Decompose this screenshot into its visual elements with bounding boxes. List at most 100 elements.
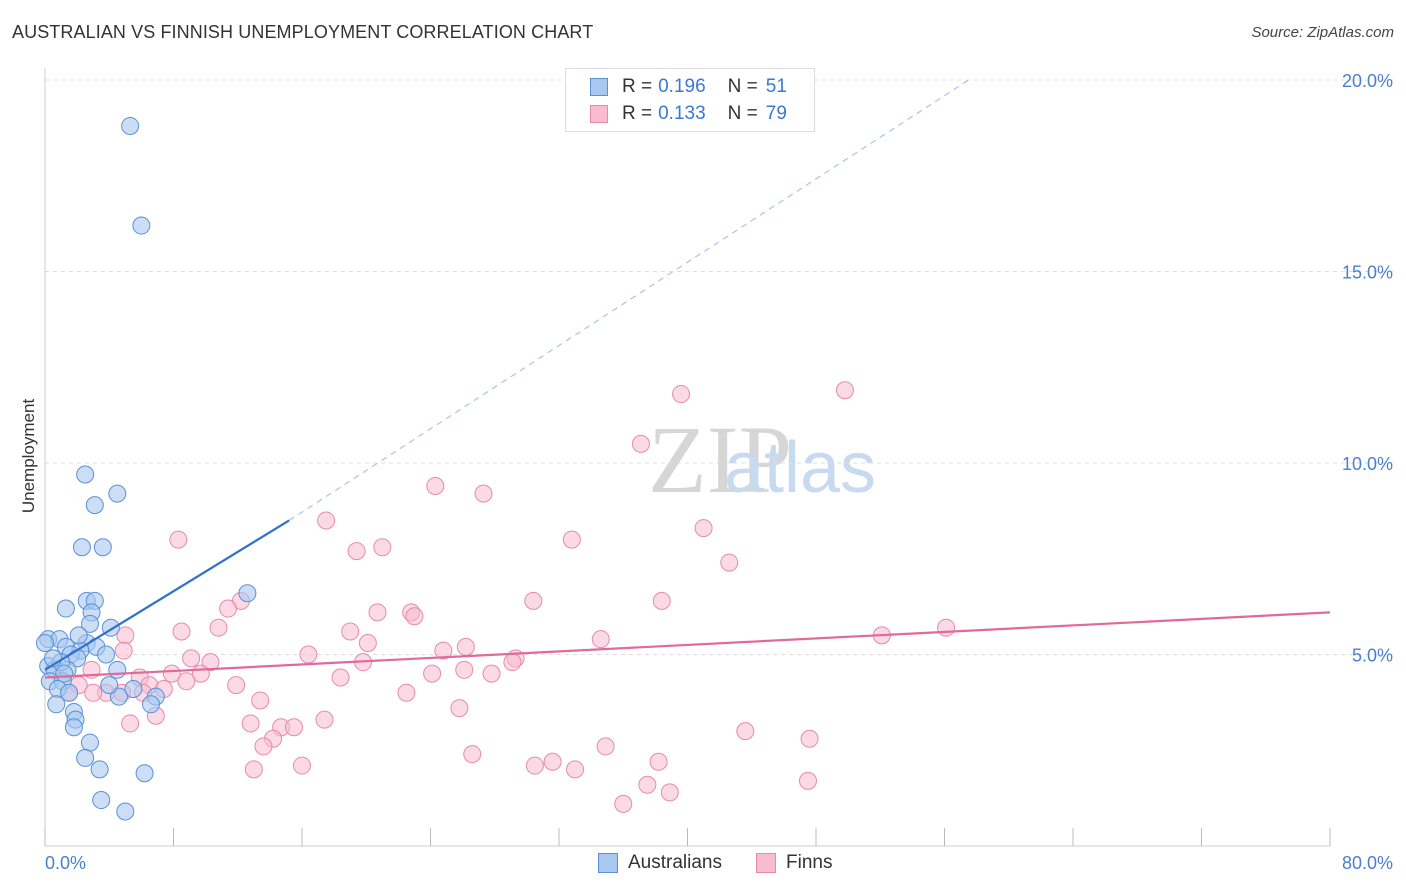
- x-tick-label-max: 80.0%: [1342, 853, 1393, 873]
- australians-trend-line: [44, 519, 290, 671]
- finns-swatch: [590, 105, 608, 123]
- australians-point: [121, 116, 140, 135]
- australians-point: [72, 538, 91, 557]
- australians-point: [97, 645, 116, 664]
- finns-point: [800, 729, 819, 748]
- finns-point: [798, 771, 817, 790]
- finns-point: [660, 783, 679, 802]
- finns-legend-swatch: [756, 853, 776, 873]
- trend-lines: [44, 79, 1331, 679]
- australians-point: [142, 695, 161, 714]
- legend-n-value: 79: [765, 103, 787, 124]
- finns-point: [182, 649, 201, 668]
- australians-point: [108, 484, 127, 503]
- australians-point: [92, 791, 111, 810]
- finns-legend-label: Finns: [786, 852, 833, 873]
- legend-n-value: 51: [765, 76, 787, 97]
- finns-point: [209, 618, 228, 637]
- finns-point: [121, 714, 140, 733]
- finns-point: [720, 553, 739, 572]
- finns-trend-line: [44, 611, 1331, 679]
- gridlines: [45, 79, 1395, 655]
- finns-point: [347, 542, 366, 561]
- finns-point: [596, 737, 615, 756]
- legend-row-finns: R = 0.133 N = 79: [590, 102, 787, 126]
- australians-legend-label: Australians: [628, 852, 722, 873]
- finns-point: [631, 434, 650, 453]
- legend-item-australians: Australians: [598, 852, 722, 874]
- finns-point: [524, 591, 543, 610]
- axes: [44, 68, 1331, 847]
- finns-point: [543, 752, 562, 771]
- finns-point: [169, 530, 188, 549]
- finns-point: [284, 718, 303, 737]
- finns-point: [672, 385, 691, 404]
- finns-point: [397, 683, 416, 702]
- finns-point: [614, 794, 633, 813]
- finns-point: [177, 672, 196, 691]
- finns-point: [227, 676, 246, 695]
- australians-point: [55, 664, 74, 683]
- australians-point: [76, 748, 95, 767]
- australians-point: [64, 718, 83, 737]
- finns-point: [652, 591, 671, 610]
- australians-point: [132, 216, 151, 235]
- finns-point: [241, 714, 260, 733]
- finns-point: [373, 538, 392, 557]
- australians-swatch: [590, 78, 608, 96]
- finns-point: [562, 530, 581, 549]
- australians-point: [76, 465, 95, 484]
- finns-point: [463, 745, 482, 764]
- y-tick-label: 5.0%: [1352, 646, 1393, 666]
- finns-point: [426, 476, 445, 495]
- australians-point: [56, 599, 75, 618]
- australians-point: [135, 764, 154, 783]
- watermark-zip: ZIP: [648, 406, 792, 513]
- australians-point: [47, 695, 66, 714]
- finns-point: [456, 637, 475, 656]
- y-tick-label: 10.0%: [1342, 454, 1393, 474]
- finns-point: [368, 603, 387, 622]
- finns-point: [525, 756, 544, 775]
- legend-row-australians: R = 0.196 N = 51: [590, 75, 787, 99]
- finns-point: [694, 519, 713, 538]
- australians-points: [36, 116, 257, 821]
- finns-point: [84, 683, 103, 702]
- finns-point: [293, 756, 311, 775]
- legend-item-finns: Finns: [756, 852, 832, 874]
- finns-point: [937, 618, 956, 637]
- finns-point: [172, 622, 191, 641]
- finns-point: [251, 691, 270, 710]
- finns-point: [566, 760, 585, 779]
- australians-point: [69, 626, 88, 645]
- finns-point: [331, 668, 350, 687]
- finns-point: [405, 607, 424, 626]
- finns-point: [315, 710, 334, 729]
- australians-point: [80, 733, 99, 752]
- series-legend: Australians Finns: [598, 852, 866, 874]
- finns-point: [299, 645, 318, 664]
- legend-n-label: N =: [727, 76, 758, 97]
- australians-point: [93, 538, 112, 557]
- finns-point: [114, 641, 133, 660]
- finns-point: [423, 664, 442, 683]
- australians-point: [116, 802, 135, 821]
- y-tick-label: 20.0%: [1342, 71, 1393, 91]
- legend-r-value: 0.133: [658, 103, 706, 124]
- australians-legend-swatch: [598, 853, 618, 873]
- finns-point: [835, 381, 854, 400]
- finns-point: [503, 653, 522, 672]
- legend-n-label: N =: [727, 103, 758, 124]
- y-axis-label: Unemployment: [19, 399, 38, 514]
- finns-point: [434, 641, 453, 660]
- y-tick-labels: 5.0% 10.0% 15.0% 20.0%: [1342, 71, 1393, 666]
- finns-point: [450, 699, 469, 718]
- australians-point: [90, 760, 109, 779]
- finns-point: [341, 622, 360, 641]
- finns-point: [358, 634, 377, 653]
- y-tick-label: 15.0%: [1342, 263, 1393, 283]
- finns-point: [474, 484, 493, 503]
- finns-point: [244, 760, 263, 779]
- australians-point: [60, 683, 79, 702]
- australians-point: [80, 614, 99, 633]
